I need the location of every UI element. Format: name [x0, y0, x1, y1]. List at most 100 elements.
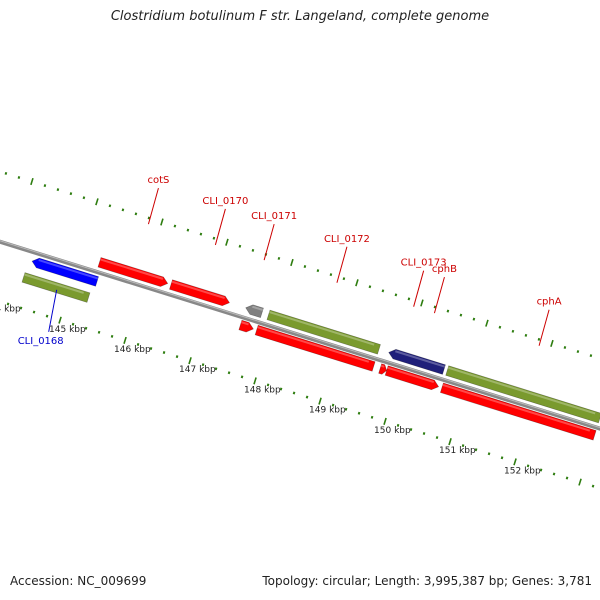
label-leader — [214, 208, 226, 246]
gene-label-cli_0171: CLI_0171 — [251, 211, 297, 261]
inner-ring-minor-tick — [214, 367, 218, 371]
outer-ring-major-tick — [355, 279, 359, 287]
inner-ring-minor-tick — [396, 423, 400, 427]
outer-ring-minor-tick — [4, 171, 8, 175]
feature-shine — [447, 366, 596, 415]
gene-label-text: CLI_0172 — [324, 234, 370, 245]
inner-ring-minor-tick — [552, 472, 556, 476]
feature-shine — [171, 280, 225, 300]
outer-ring-minor-tick — [277, 256, 281, 260]
cds-arrow — [378, 363, 387, 375]
inner-ring-minor-tick — [149, 347, 153, 350]
cds-arrow — [169, 279, 230, 307]
outer-ring-major-tick — [225, 238, 229, 246]
label-leader — [147, 187, 159, 225]
feature-cds — [384, 365, 440, 391]
feature-shine — [387, 366, 435, 384]
inner-ring-minor-tick — [357, 411, 361, 415]
inner-ring-minor-tick — [162, 351, 166, 355]
genome-summary: Topology: circular; Length: 3,995,387 bp… — [262, 574, 592, 588]
scale-labels: 144 kbp 145 kbp 146 kbp 147 kbp 148 kbp 149 k… — [0, 305, 541, 477]
cds-arrow — [440, 382, 597, 441]
outer-ring-minor-tick — [433, 305, 437, 309]
inner-ring-major-tick — [123, 336, 127, 344]
outer-ring-minor-tick — [563, 346, 567, 349]
label-leader — [263, 223, 275, 261]
outer-ring-minor-tick — [238, 244, 242, 248]
outer-ring-major-tick — [30, 177, 34, 186]
outer-ring-major-tick — [485, 319, 489, 327]
inner-ring-minor-tick — [344, 407, 348, 411]
inner-ring-minor-tick — [474, 448, 478, 452]
feature-cds — [378, 363, 387, 375]
outer-ring-minor-tick — [316, 269, 320, 273]
inner-ring-minor-tick — [279, 387, 283, 391]
scale-label: 148 kbp — [244, 385, 281, 395]
feature-shine — [442, 383, 591, 432]
inner-ring-minor-tick — [32, 310, 36, 314]
reverse-arrow — [31, 257, 99, 287]
feature-shine — [24, 273, 84, 294]
gene-arrow — [445, 365, 600, 424]
inner-ring-minor-tick — [500, 456, 504, 460]
cds-arrow — [238, 319, 254, 333]
inner-ring-major-tick — [253, 377, 257, 385]
gene-label-text: CLI_0171 — [251, 211, 297, 222]
feature-shine — [395, 350, 446, 368]
inner-ring-minor-tick — [292, 391, 296, 395]
feature-shine — [240, 321, 249, 326]
inner-ring-minor-tick — [526, 464, 530, 468]
label-leader — [336, 246, 348, 283]
outer-ring-minor-tick — [381, 289, 385, 293]
feature-shine — [257, 326, 370, 363]
gene-label-text: cotS — [147, 175, 169, 186]
feature-cds — [254, 324, 376, 372]
gene-arrow — [266, 309, 381, 355]
outer-ring-major-tick — [290, 258, 294, 267]
outer-ring-minor-tick — [134, 212, 138, 216]
scale-label: 144 kbp — [0, 305, 21, 315]
gene-label-text: cphB — [432, 264, 457, 275]
inner-ring-major-tick — [188, 357, 192, 365]
feature-reverse — [31, 257, 99, 287]
outer-ring-major-tick — [160, 218, 164, 226]
inner-ring-major-tick — [383, 417, 387, 425]
gene-label-cpha: cphA — [537, 297, 562, 346]
scale-label: 145 kbp — [49, 325, 86, 335]
feature-darkblue — [388, 349, 446, 375]
outer-ring-minor-tick — [498, 325, 502, 329]
inner-ring-minor-tick — [422, 432, 426, 436]
accession-text: Accession: NC_009699 — [10, 574, 147, 588]
outer-ring-minor-tick — [407, 297, 411, 301]
inner-ring-minor-tick — [84, 326, 88, 330]
outer-ring-minor-tick — [186, 228, 190, 232]
gene-label-cli_0170: CLI_0170 — [202, 196, 248, 246]
outer-ring-minor-tick — [56, 188, 60, 192]
gene-label-text: CLI_0170 — [202, 196, 248, 207]
inner-ring-minor-tick — [45, 314, 49, 318]
outer-ring-minor-tick — [17, 175, 21, 179]
outer-ring-minor-tick — [472, 317, 476, 321]
scale-label: 149 kbp — [309, 406, 346, 416]
inner-ring-minor-tick — [266, 383, 270, 387]
gene-label-cli_0173: CLI_0173 — [401, 258, 447, 307]
inner-ring-major-tick — [578, 478, 582, 486]
outer-ring-minor-tick — [251, 248, 255, 252]
inner-ring-major-tick — [448, 438, 452, 446]
outer-ring-minor-tick — [212, 236, 216, 240]
feature-gene — [445, 365, 600, 424]
gene-arrow — [21, 272, 91, 303]
cds-arrow — [97, 257, 169, 287]
inner-ring-minor-tick — [110, 334, 114, 338]
feature-gene — [21, 272, 91, 303]
feature-shine — [100, 258, 164, 280]
label-leader — [48, 289, 58, 332]
darkblue-arrow — [388, 349, 446, 375]
label-leader — [538, 309, 550, 346]
cds-arrow — [254, 324, 376, 372]
outer-ring-minor-tick — [511, 329, 515, 333]
inner-ring-minor-tick — [539, 468, 543, 472]
feature-gray — [245, 304, 264, 319]
backbone-highlight — [0, 240, 600, 429]
